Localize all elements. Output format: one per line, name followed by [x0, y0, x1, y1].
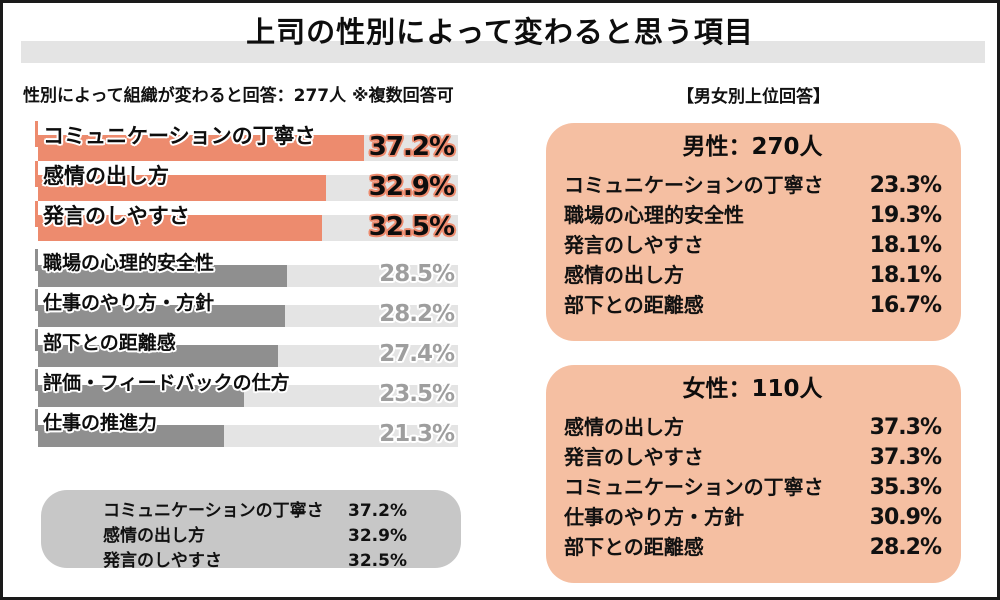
summary-row: 発言のしやすさ 32.5% [103, 549, 461, 574]
bar-value: 23.5% [379, 381, 455, 407]
card-item-value: 16.7% [869, 293, 942, 318]
bar-row: 部下との距離感 27.4% [35, 327, 458, 367]
card-item: 発言のしやすさ 18.1% [564, 230, 942, 260]
card-item: 部下との距離感 28.2% [564, 532, 942, 562]
card-item: 発言のしやすさ 37.3% [564, 442, 942, 472]
card-item-label: 発言のしやすさ [564, 445, 704, 469]
card-item-label: 発言のしやすさ [564, 233, 704, 257]
bar-value: 28.5% [379, 261, 455, 287]
summary-item-value: 37.2% [348, 501, 407, 521]
summary-item-label: コミュニケーションの丁寧さ [103, 501, 324, 521]
card-item-value: 35.3% [869, 475, 942, 500]
summary-item-label: 感情の出し方 [103, 526, 205, 546]
card-item-value: 19.3% [869, 203, 942, 228]
card-item-label: 感情の出し方 [564, 263, 684, 287]
cards-section-header: 【男女別上位回答】 [677, 87, 830, 107]
card-title: 女性：110人 [682, 376, 823, 402]
bar-row: 仕事の推進力 21.3% [35, 407, 458, 447]
bar-label: 感情の出し方 [43, 164, 169, 188]
bar-chart: コミュニケーションの丁寧さ 37.2% 感情の出し方 32.9% 発言のしやすさ 32.5… [35, 121, 458, 447]
bar-tick [35, 161, 38, 187]
female-card: 女性：110人 感情の出し方 37.3% 発言のしやすさ 37.3% コミュニケーションの… [546, 365, 961, 583]
bar-tick [35, 289, 38, 311]
card-item-label: コミュニケーションの丁寧さ [564, 173, 824, 197]
bar-tick [35, 249, 38, 271]
card-items: コミュニケーションの丁寧さ 23.3% 職場の心理的安全性 19.3% 発言のしやすさ 1… [564, 170, 942, 320]
bar-label: 発言のしやすさ [43, 204, 190, 228]
bar-label: 評価・フィードバックの仕方 [43, 372, 290, 394]
bar-value: 28.2% [379, 301, 455, 327]
bar-label: 職場の心理的安全性 [43, 252, 215, 274]
title-highlight-band [21, 41, 985, 63]
card-item: 仕事のやり方・方針 30.9% [564, 502, 942, 532]
bar-label: 仕事の推進力 [43, 412, 158, 434]
card-item-label: コミュニケーションの丁寧さ [564, 475, 824, 499]
bar-row: 感情の出し方 32.9% [35, 161, 458, 202]
bar-fill [38, 215, 323, 241]
card-item-label: 部下との距離感 [564, 535, 704, 559]
bar-row: 仕事のやり方・方針 28.2% [35, 287, 458, 327]
summary-row: 感情の出し方 32.9% [103, 524, 461, 549]
bar-tick [35, 201, 38, 227]
bar-tick [35, 329, 38, 351]
card-item-value: 18.1% [869, 233, 942, 258]
card-title: 男性：270人 [682, 134, 823, 160]
bar-value: 37.2% [368, 132, 455, 162]
bar-row: 職場の心理的安全性 28.5% [35, 247, 458, 287]
card-item-value: 37.3% [869, 415, 942, 440]
summary-item-value: 32.5% [348, 551, 407, 571]
summary-row: コミュニケーションの丁寧さ 37.2% [103, 499, 461, 524]
bar-tick [35, 369, 38, 391]
bar-row: 評価・フィードバックの仕方 23.5% [35, 367, 458, 407]
bar-fill [38, 385, 244, 407]
bar-fill [38, 175, 326, 201]
card-item: 感情の出し方 37.3% [564, 412, 942, 442]
bar-value: 32.5% [368, 212, 455, 242]
bar-label: 仕事のやり方・方針 [43, 292, 215, 314]
card-item: コミュニケーションの丁寧さ 35.3% [564, 472, 942, 502]
top3-summary-box: コミュニケーションの丁寧さ 37.2% 感情の出し方 32.9% 発言のしやすさ 32.5… [41, 490, 461, 571]
bar-tick [35, 409, 38, 431]
bar-fill [38, 135, 364, 161]
card-item-label: 職場の心理的安全性 [564, 203, 744, 227]
card-item: 部下との距離感 16.7% [564, 290, 942, 320]
bar-fill [38, 425, 225, 447]
bar-value: 27.4% [379, 341, 455, 367]
chart-subtitle: 性別によって組織が変わると回答：277人 ※複数回答可 [23, 86, 454, 106]
card-item-label: 仕事のやり方・方針 [564, 505, 744, 529]
card-item-label: 部下との距離感 [564, 293, 704, 317]
bar-label: コミュニケーションの丁寧さ [43, 124, 316, 148]
bar-fill [38, 265, 288, 287]
bar-row: コミュニケーションの丁寧さ 37.2% [35, 121, 458, 162]
page-title: 上司の性別によって変わると思う項目 [246, 15, 754, 49]
bar-value: 32.9% [368, 172, 455, 202]
bar-fill [38, 305, 285, 327]
card-item-value: 30.9% [869, 505, 942, 530]
bar-tick [35, 121, 38, 147]
card-item-value: 37.3% [869, 445, 942, 470]
card-items: 感情の出し方 37.3% 発言のしやすさ 37.3% コミュニケーションの丁寧さ 35.3… [564, 412, 942, 562]
male-card: 男性：270人 コミュニケーションの丁寧さ 23.3% 職場の心理的安全性 19.3% 発… [546, 123, 961, 341]
card-item: 職場の心理的安全性 19.3% [564, 200, 942, 230]
bar-value: 21.3% [379, 421, 455, 447]
card-item-label: 感情の出し方 [564, 415, 684, 439]
bar-fill [38, 345, 278, 367]
card-item-value: 23.3% [869, 173, 942, 198]
summary-item-value: 32.9% [348, 526, 407, 546]
summary-item-label: 発言のしやすさ [103, 551, 222, 571]
bar-label: 部下との距離感 [43, 332, 176, 354]
card-item-value: 28.2% [869, 535, 942, 560]
bar-row: 発言のしやすさ 32.5% [35, 201, 458, 242]
card-item: 感情の出し方 18.1% [564, 260, 942, 290]
card-item-value: 18.1% [869, 263, 942, 288]
card-item: コミュニケーションの丁寧さ 23.3% [564, 170, 942, 200]
